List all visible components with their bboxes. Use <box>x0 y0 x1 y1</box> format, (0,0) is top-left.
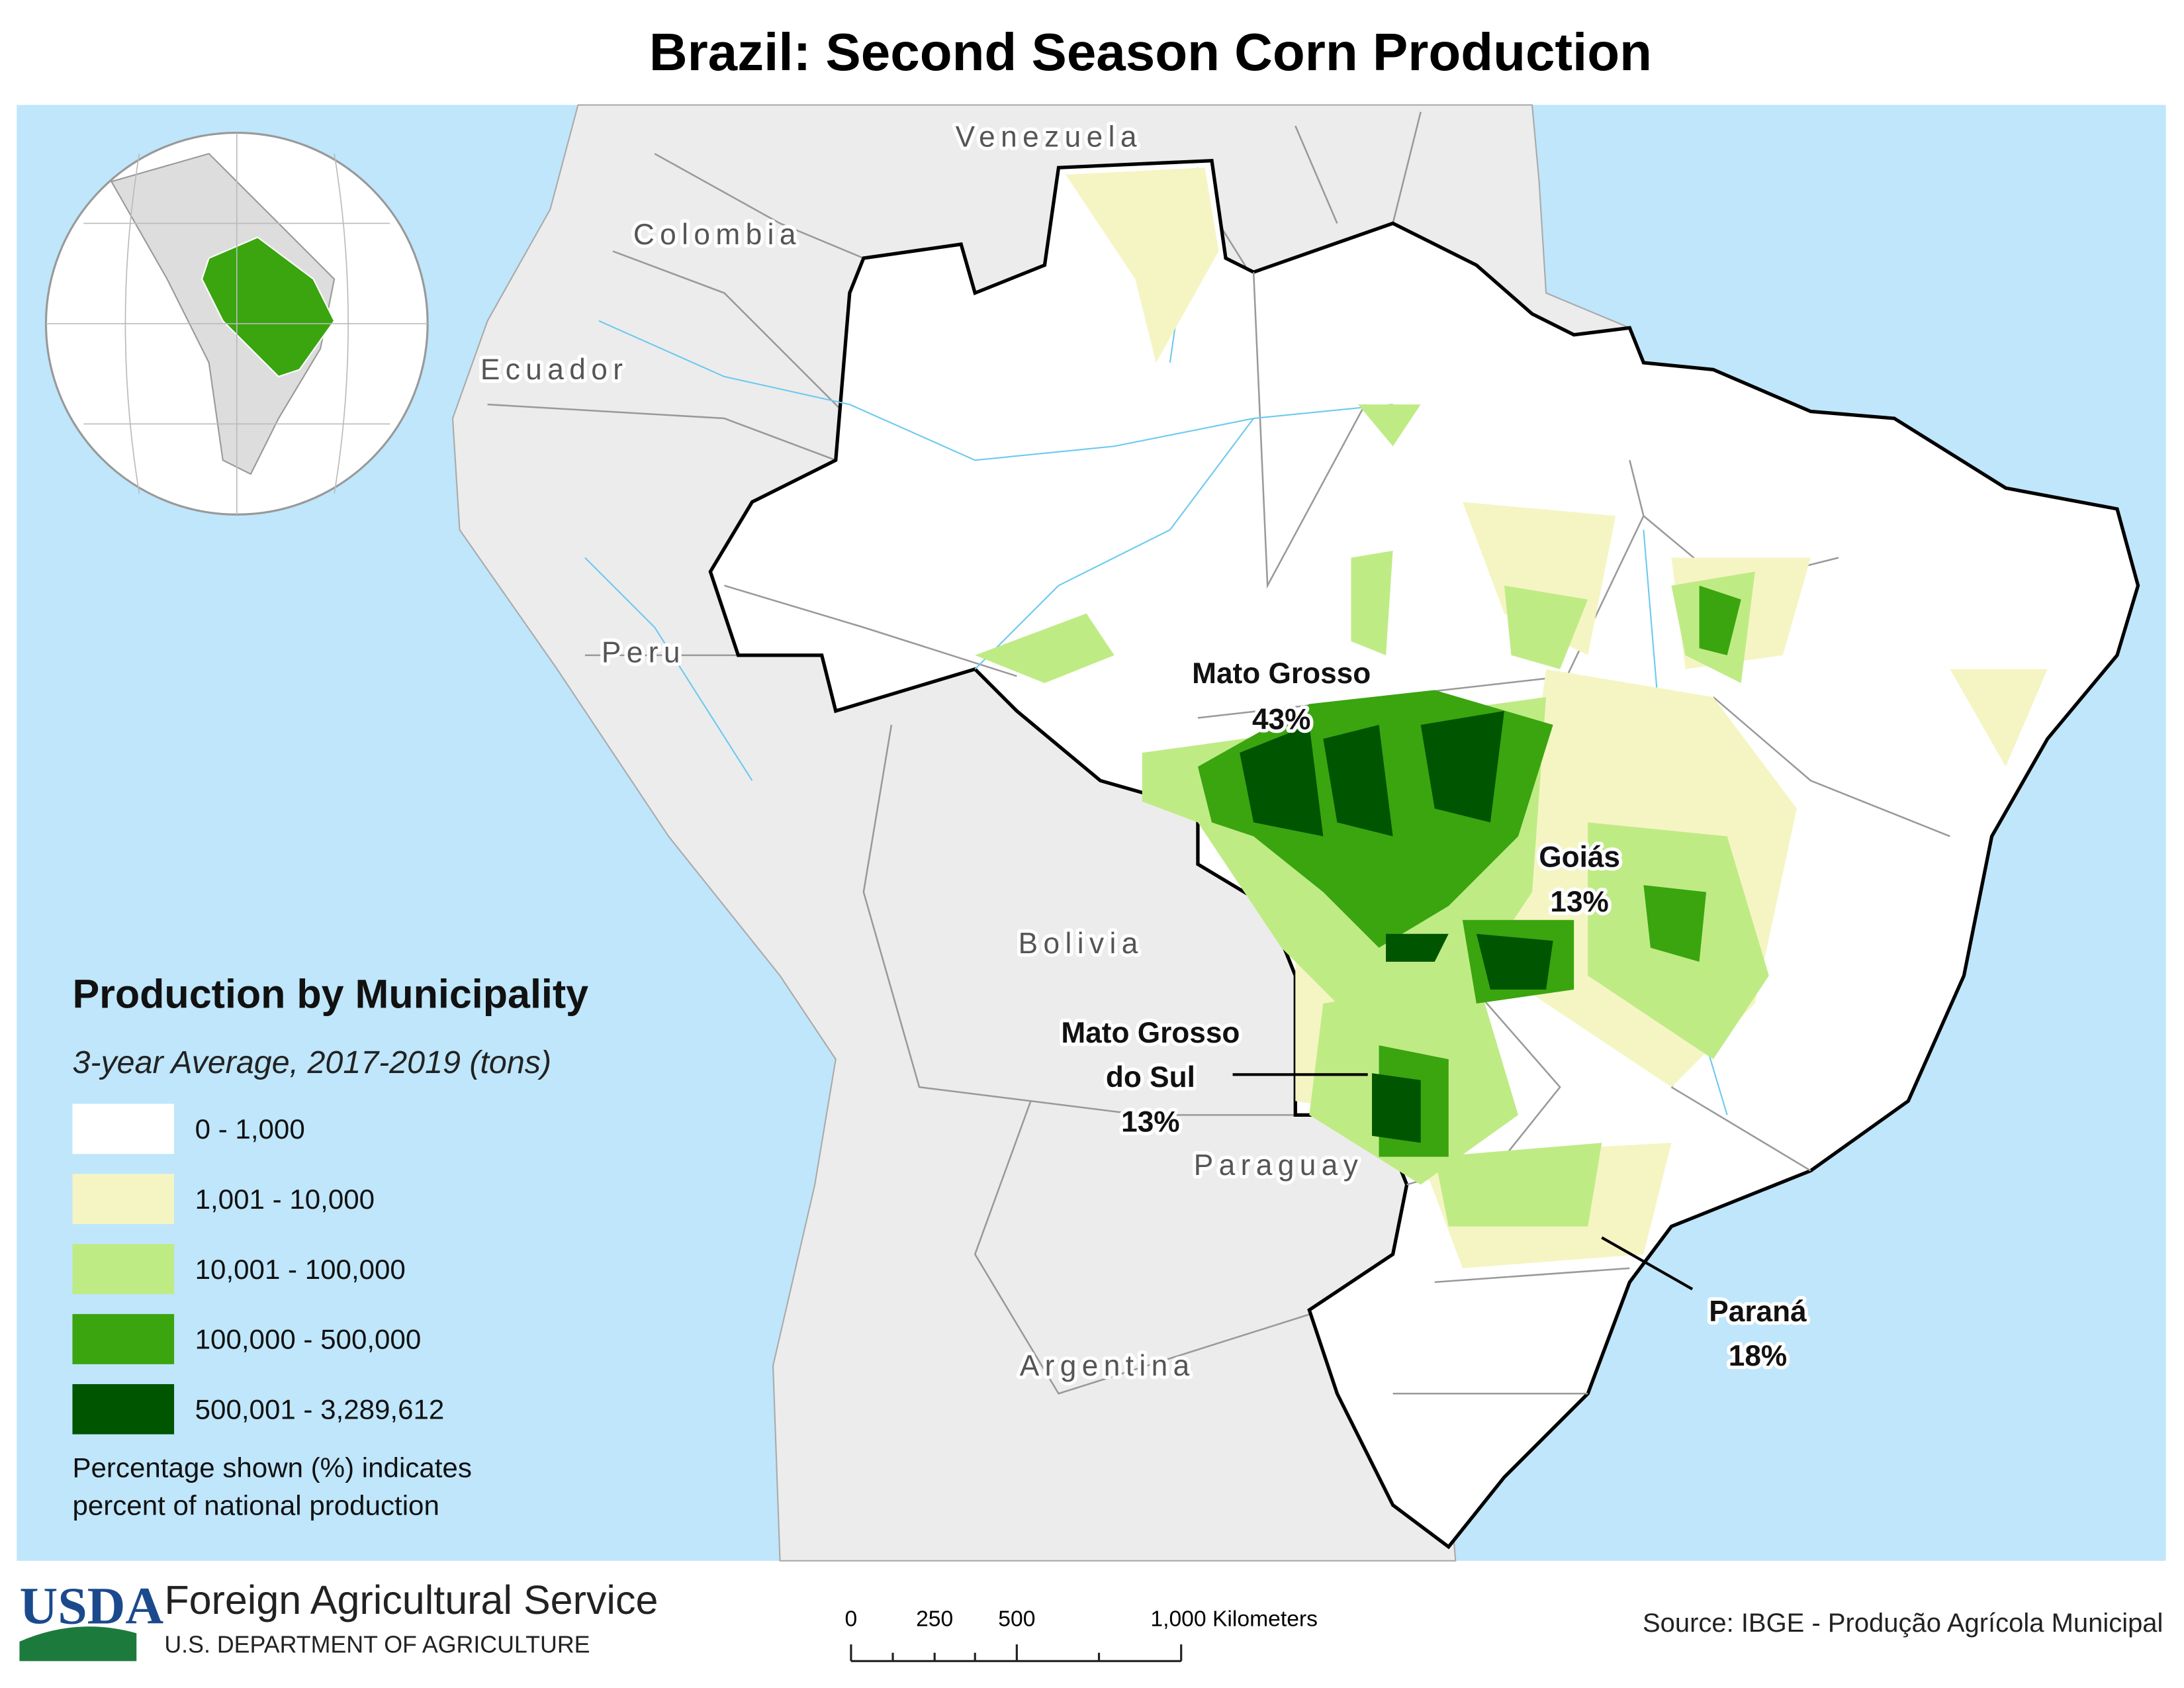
country-label: Colombia <box>633 218 801 251</box>
scale-label: 500 <box>998 1607 1035 1632</box>
legend-note: Percentage shown (%) indicates <box>72 1452 471 1483</box>
zone-low <box>1066 167 1219 363</box>
scale-bar: 0 250 500 1,000 Kilometers <box>845 1607 1318 1662</box>
state-name: Mato Grosso <box>1061 1017 1240 1049</box>
country-label: Paraguay <box>1194 1149 1364 1182</box>
legend-swatch <box>72 1174 175 1225</box>
legend-classes: 0 - 1,000 1,001 - 10,000 10,001 - 100,000 1… <box>72 1103 445 1434</box>
graticule <box>46 132 428 515</box>
globe-inset <box>44 132 429 516</box>
country-label: Peru <box>602 636 686 669</box>
scale-label: 250 <box>916 1607 953 1632</box>
legend-swatch <box>72 1103 175 1154</box>
logo-swoosh <box>19 1626 137 1662</box>
legend-note: percent of national production <box>72 1489 439 1521</box>
footer: USDA Foreign Agricultural Service U.S. D… <box>19 1577 2163 1662</box>
legend-title: Production by Municipality <box>72 971 588 1016</box>
country-label: Ecuador <box>480 353 629 386</box>
legend-label: 500,001 - 3,289,612 <box>195 1394 445 1425</box>
legend-label: 10,001 - 100,000 <box>195 1254 406 1285</box>
state-share: 13% <box>1550 886 1608 918</box>
department: U.S. DEPARTMENT OF AGRICULTURE <box>164 1632 590 1658</box>
title: Brazil: Second Season Corn Production <box>649 23 1652 81</box>
zone-top <box>1240 711 1553 1143</box>
country-labels: Venezuela Colombia Ecuador Peru Bolivia … <box>477 117 1364 1385</box>
legend-subtitle: 3-year Average, 2017-2019 (tons) <box>72 1045 551 1080</box>
logo: USDA <box>19 1577 163 1636</box>
scale-line <box>850 1644 1183 1662</box>
legend: Production by Municipality 3-year Averag… <box>72 971 588 1521</box>
zone-high <box>1197 585 1741 1157</box>
globe-brazil <box>201 236 336 378</box>
state-name: Mato Grosso <box>1192 657 1371 690</box>
state-name: Paraná <box>1709 1295 1807 1328</box>
country-label: Venezuela <box>956 121 1142 154</box>
country-label: Bolivia <box>1019 927 1144 960</box>
legend-swatch <box>72 1383 175 1434</box>
agency: Foreign Agricultural Service <box>164 1577 658 1622</box>
leader-line <box>1601 1236 1694 1291</box>
state-share: 13% <box>1121 1106 1179 1139</box>
country-label: Argentina <box>1020 1350 1195 1382</box>
legend-swatch <box>72 1244 175 1294</box>
state-name: Goiás <box>1539 841 1620 874</box>
scale-label: 1,000 Kilometers <box>1150 1607 1318 1632</box>
legend-label: 1,001 - 10,000 <box>195 1184 375 1215</box>
state-labels: Mato Grosso 43% Goiás 13% Mato Grosso do… <box>1058 654 1810 1376</box>
legend-swatch <box>72 1314 175 1364</box>
legend-label: 0 - 1,000 <box>195 1113 305 1145</box>
state-name: do Sul <box>1106 1061 1195 1094</box>
state-share: 43% <box>1252 703 1310 735</box>
production-zones <box>975 167 2048 1268</box>
legend-label: 100,000 - 500,000 <box>195 1324 422 1355</box>
state-share: 18% <box>1729 1340 1787 1372</box>
source: Source: IBGE - Produção Agrícola Municip… <box>1643 1609 2163 1638</box>
scale-label: 0 <box>845 1607 858 1632</box>
